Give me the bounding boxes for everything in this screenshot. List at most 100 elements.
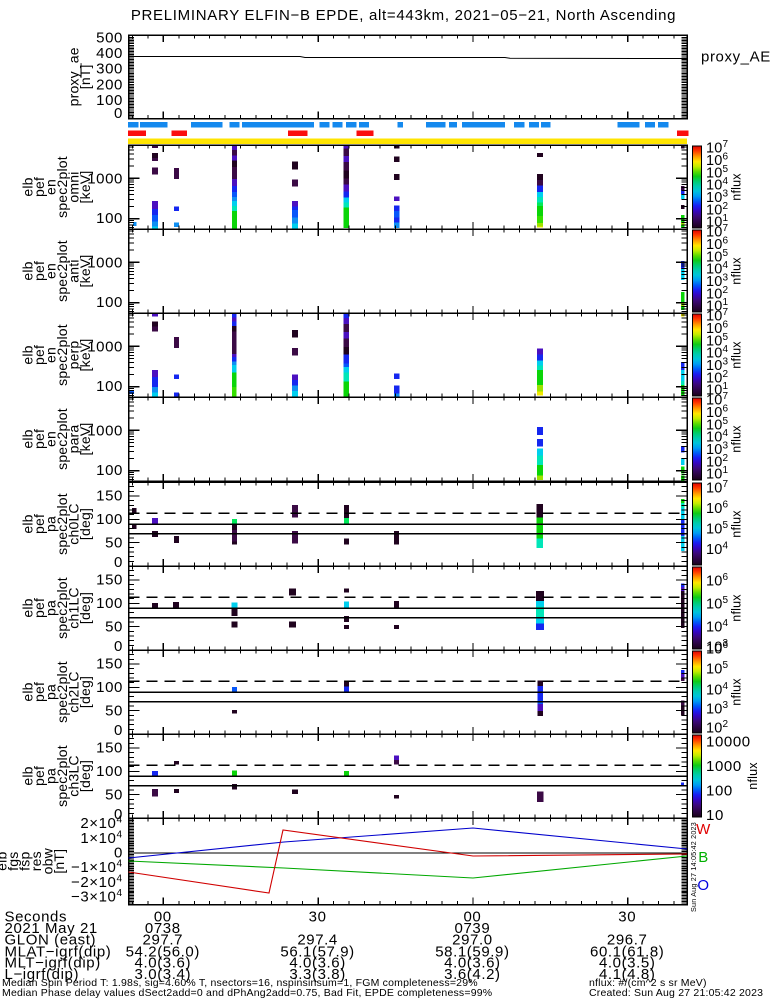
svg-text:0: 0 <box>114 638 123 655</box>
svg-text:4: 4 <box>723 541 729 552</box>
svg-text:30: 30 <box>309 908 327 925</box>
svg-text:5: 5 <box>723 248 729 259</box>
svg-text:10000: 10000 <box>706 734 751 751</box>
svg-text:10: 10 <box>706 522 723 538</box>
svg-text:1000: 1000 <box>87 338 123 355</box>
svg-text:10: 10 <box>706 640 723 656</box>
svg-text:2×10: 2×10 <box>80 815 116 832</box>
svg-text:10: 10 <box>706 702 723 718</box>
svg-text:W: W <box>696 821 711 838</box>
svg-text:2: 2 <box>723 719 729 730</box>
svg-text:res: res <box>28 851 44 871</box>
svg-text:[nT]: [nT] <box>77 64 93 89</box>
svg-text:10: 10 <box>706 215 723 231</box>
svg-text:2: 2 <box>723 369 729 380</box>
svg-text:7: 7 <box>723 307 729 318</box>
svg-text:60.1(61.8): 60.1(61.8) <box>590 943 664 960</box>
svg-text:pef: pef <box>31 514 47 534</box>
svg-text:10: 10 <box>706 405 723 421</box>
svg-text:4: 4 <box>117 888 123 899</box>
svg-text:300: 300 <box>96 61 123 78</box>
svg-text:elb: elb <box>20 177 36 196</box>
svg-text:pef: pef <box>31 598 47 618</box>
svg-text:10: 10 <box>706 286 723 302</box>
svg-text:4.1(4.8): 4.1(4.8) <box>599 966 656 983</box>
svg-text:4.0(3.6): 4.0(3.6) <box>289 955 346 972</box>
svg-text:fsp: fsp <box>17 852 33 871</box>
svg-text:B: B <box>698 849 709 866</box>
svg-text:100: 100 <box>96 92 123 109</box>
svg-text:0: 0 <box>114 105 123 122</box>
svg-text:anti: anti <box>66 259 82 282</box>
svg-text:fgs: fgs <box>5 852 21 871</box>
svg-text:1000: 1000 <box>87 170 123 187</box>
svg-text:elb: elb <box>20 514 36 533</box>
svg-text:10: 10 <box>706 141 723 157</box>
svg-text:100: 100 <box>96 679 123 696</box>
svg-text:7: 7 <box>723 139 729 150</box>
svg-text:L−igrf(dip): L−igrf(dip) <box>5 966 80 983</box>
svg-text:50: 50 <box>105 534 123 551</box>
svg-text:O: O <box>697 877 709 894</box>
svg-text:7: 7 <box>723 391 729 402</box>
svg-text:10: 10 <box>706 454 723 470</box>
svg-text:150: 150 <box>96 572 123 589</box>
svg-text:pef: pef <box>31 261 47 281</box>
svg-text:10: 10 <box>706 542 723 558</box>
svg-text:4: 4 <box>117 873 123 884</box>
svg-text:PRELIMINARY ELFIN−B EPDE, alt=: PRELIMINARY ELFIN−B EPDE, alt=443km, 202… <box>131 7 676 24</box>
svg-text:ch3LC: ch3LC <box>66 755 82 796</box>
svg-text:GLON (east): GLON (east) <box>5 932 97 949</box>
svg-text:pef: pef <box>31 766 47 786</box>
svg-text:pef: pef <box>31 429 47 449</box>
svg-text:3: 3 <box>723 700 729 711</box>
svg-text:1000: 1000 <box>87 254 123 271</box>
svg-text:10: 10 <box>706 321 723 337</box>
svg-text:100: 100 <box>96 763 123 780</box>
svg-text:4.0(3.6): 4.0(3.6) <box>444 955 501 972</box>
svg-text:6: 6 <box>723 320 729 331</box>
svg-text:elb: elb <box>20 261 36 280</box>
svg-text:100: 100 <box>96 595 123 612</box>
svg-text:10: 10 <box>706 299 723 315</box>
svg-text:400: 400 <box>96 45 123 62</box>
svg-text:spec2plot: spec2plot <box>54 156 70 218</box>
svg-text:150: 150 <box>96 656 123 673</box>
svg-text:6: 6 <box>723 236 729 247</box>
svg-text:10: 10 <box>706 417 723 433</box>
svg-text:10: 10 <box>706 383 723 399</box>
svg-text:10: 10 <box>706 237 723 253</box>
svg-text:10: 10 <box>706 358 723 374</box>
svg-text:3: 3 <box>723 273 729 284</box>
svg-text:[deg]: [deg] <box>77 760 93 792</box>
svg-text:10: 10 <box>706 642 723 658</box>
svg-text:10: 10 <box>706 393 723 409</box>
svg-text:3: 3 <box>723 357 729 368</box>
svg-text:10: 10 <box>706 225 723 241</box>
svg-text:56.1(57.9): 56.1(57.9) <box>280 943 354 960</box>
svg-text:Created: Sun Aug 27 21:05:42 2: Created: Sun Aug 27 21:05:42 2023 <box>589 987 763 999</box>
svg-text:3: 3 <box>723 441 729 452</box>
svg-text:3: 3 <box>723 638 729 649</box>
svg-text:0: 0 <box>114 722 123 739</box>
svg-text:7: 7 <box>723 479 729 490</box>
svg-text:spec2plot: spec2plot <box>54 493 70 555</box>
svg-text:elb: elb <box>0 852 10 871</box>
svg-text:5: 5 <box>723 332 729 343</box>
svg-text:nflux: nflux <box>730 341 744 369</box>
svg-text:6: 6 <box>723 640 729 651</box>
svg-text:30: 30 <box>618 908 636 925</box>
svg-text:2: 2 <box>723 453 729 464</box>
svg-text:para: para <box>66 425 82 454</box>
svg-text:Median Spin Period T: 1.98s, s: Median Spin Period T: 1.98s, sig=4.60% T… <box>2 977 478 989</box>
svg-text:297.4: 297.4 <box>297 932 338 949</box>
svg-text:100: 100 <box>96 294 123 311</box>
svg-text:5: 5 <box>723 520 729 531</box>
svg-text:−1×10: −1×10 <box>71 859 117 876</box>
svg-text:10: 10 <box>706 620 723 636</box>
svg-text:nflux: nflux <box>730 173 744 201</box>
svg-text:10: 10 <box>706 202 723 218</box>
svg-text:50: 50 <box>105 786 123 803</box>
svg-text:en: en <box>43 347 59 363</box>
svg-text:100: 100 <box>96 378 123 395</box>
